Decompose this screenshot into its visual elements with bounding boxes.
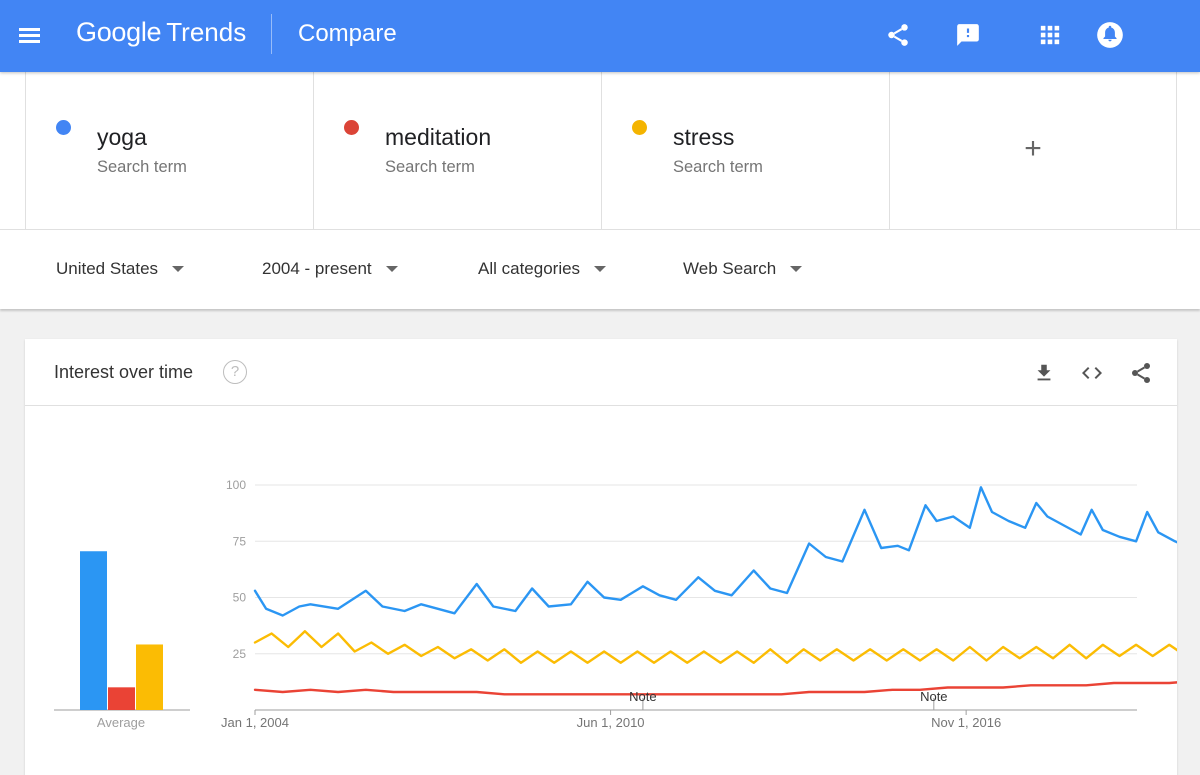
average-label: Average <box>97 715 145 730</box>
feedback-icon[interactable] <box>951 18 985 52</box>
x-tick-label: Nov 1, 2016 <box>931 715 1001 730</box>
series-line-stress <box>253 630 1177 664</box>
notifications-icon[interactable] <box>1093 18 1127 52</box>
search-terms-bar: yoga Search term meditation Search term … <box>0 72 1200 229</box>
help-icon[interactable]: ? <box>223 360 247 384</box>
y-tick-label: 50 <box>233 591 247 605</box>
menu-icon[interactable] <box>14 20 46 52</box>
category-dropdown[interactable]: All categories <box>478 259 607 279</box>
card-title: Interest over time <box>54 362 194 382</box>
term-name: stress <box>673 124 735 150</box>
interest-over-time-chart: 25 50 75 100 Jan 1, 2004 Jun 1, 2010 Nov 1, 20… <box>54 478 1177 730</box>
series-line-meditation <box>253 681 1177 696</box>
region-dropdown[interactable]: United States <box>56 259 185 279</box>
term-card-meditation[interactable]: meditation Search term <box>313 72 601 229</box>
brand-google: Google <box>76 17 162 47</box>
average-bar-yoga <box>80 551 107 710</box>
header-divider <box>271 14 272 54</box>
x-tick-label: Jun 1, 2010 <box>577 715 645 730</box>
google-trends-logo[interactable]: Google Trends <box>76 17 246 51</box>
search-property-dropdown[interactable]: Web Search <box>683 259 803 279</box>
search-property-label: Web Search <box>683 259 777 278</box>
y-tick-label: 25 <box>233 647 247 661</box>
region-label: United States <box>56 259 159 278</box>
share-icon[interactable] <box>1127 359 1155 387</box>
dropdown-arrow-icon <box>385 266 398 272</box>
dropdown-arrow-icon <box>172 266 185 272</box>
term-subtitle: Search term <box>385 158 475 176</box>
series-line-yoga <box>253 486 1177 617</box>
term-name: meditation <box>385 124 492 150</box>
x-tick-label: Jan 1, 2004 <box>221 715 289 730</box>
y-tick-label: 75 <box>233 534 247 548</box>
term-subtitle: Search term <box>97 158 187 176</box>
term-color-dot <box>56 120 71 135</box>
top-app-bar: Google Trends Compare <box>0 0 1200 72</box>
time-range-dropdown[interactable]: 2004 - present <box>262 259 398 279</box>
interest-over-time-card: Interest over time ? 25 50 75 100 Jan 1, 200… <box>25 339 1177 775</box>
term-color-dot <box>344 120 359 135</box>
share-icon[interactable] <box>881 18 915 52</box>
filter-bar: United States 2004 - present All categor… <box>0 229 1200 309</box>
apps-icon[interactable] <box>1033 18 1067 52</box>
download-icon[interactable] <box>1030 359 1058 387</box>
brand-trends: Trends <box>166 17 247 47</box>
dropdown-arrow-icon <box>790 266 803 272</box>
term-card-stress[interactable]: stress Search term <box>601 72 889 229</box>
annotation-note: Note <box>920 689 947 704</box>
average-bar-stress <box>136 644 163 710</box>
dropdown-arrow-icon <box>594 266 607 272</box>
add-icon: + <box>1024 132 1042 165</box>
add-term-card[interactable]: + <box>889 72 1177 229</box>
embed-icon[interactable] <box>1078 359 1106 387</box>
term-color-dot <box>632 120 647 135</box>
category-label: All categories <box>478 259 581 278</box>
card-header: Interest over time ? <box>25 339 1177 406</box>
page-title: Compare <box>298 20 397 47</box>
annotation-note: Note <box>629 689 656 704</box>
term-subtitle: Search term <box>673 158 763 176</box>
time-range-label: 2004 - present <box>262 259 372 278</box>
average-bar-meditation <box>108 687 135 710</box>
term-name: yoga <box>97 124 147 150</box>
y-tick-label: 100 <box>226 478 246 492</box>
term-card-yoga[interactable]: yoga Search term <box>25 72 313 229</box>
